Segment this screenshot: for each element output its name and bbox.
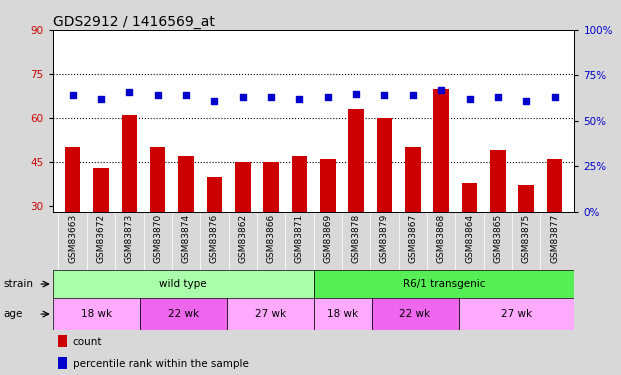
Bar [405, 147, 420, 294]
Text: GSM83876: GSM83876 [210, 214, 219, 263]
Text: age: age [3, 309, 22, 319]
Bar [263, 162, 279, 294]
Text: GSM83866: GSM83866 [266, 214, 276, 263]
Text: percentile rank within the sample: percentile rank within the sample [73, 358, 248, 369]
Point [96, 96, 106, 102]
Bar [122, 115, 137, 294]
Point [209, 98, 219, 104]
Text: 22 wk: 22 wk [399, 309, 430, 319]
Point [238, 94, 248, 100]
Bar [371, 298, 458, 330]
Point [408, 93, 418, 99]
Point [465, 96, 474, 102]
Bar [93, 168, 109, 294]
Bar [58, 335, 68, 347]
Text: strain: strain [3, 279, 33, 289]
Text: GSM83862: GSM83862 [238, 214, 247, 263]
Bar [433, 88, 449, 294]
Text: GDS2912 / 1416569_at: GDS2912 / 1416569_at [53, 15, 215, 29]
Text: 27 wk: 27 wk [501, 309, 532, 319]
Bar [227, 298, 314, 330]
Bar [58, 357, 68, 369]
Point [550, 94, 560, 100]
Point [124, 89, 134, 95]
Bar [314, 298, 371, 330]
Point [153, 93, 163, 99]
Point [436, 87, 446, 93]
Text: GSM83663: GSM83663 [68, 214, 77, 263]
Bar [458, 298, 574, 330]
Text: GSM83868: GSM83868 [437, 214, 446, 263]
Text: 22 wk: 22 wk [168, 309, 199, 319]
Bar [462, 183, 478, 294]
Text: 18 wk: 18 wk [81, 309, 112, 319]
Text: GSM83878: GSM83878 [351, 214, 361, 263]
Text: 18 wk: 18 wk [327, 309, 358, 319]
Text: GSM83867: GSM83867 [409, 214, 417, 263]
Bar [53, 270, 314, 298]
Bar [490, 150, 505, 294]
Point [266, 94, 276, 100]
Text: R6/1 transgenic: R6/1 transgenic [403, 279, 485, 289]
Point [294, 96, 304, 102]
Text: GSM83875: GSM83875 [522, 214, 531, 263]
Point [181, 93, 191, 99]
Text: GSM83871: GSM83871 [295, 214, 304, 263]
Point [521, 98, 531, 104]
Bar [320, 159, 335, 294]
Text: GSM83865: GSM83865 [493, 214, 502, 263]
Text: wild type: wild type [160, 279, 207, 289]
Bar [292, 156, 307, 294]
Point [323, 94, 333, 100]
Text: GSM83877: GSM83877 [550, 214, 559, 263]
Point [68, 93, 78, 99]
Bar [140, 298, 227, 330]
Point [493, 94, 503, 100]
Bar [53, 298, 140, 330]
Text: GSM83879: GSM83879 [380, 214, 389, 263]
Bar [150, 147, 165, 294]
Point [379, 93, 389, 99]
Bar [546, 159, 563, 294]
Bar [65, 147, 81, 294]
Text: GSM83869: GSM83869 [324, 214, 332, 263]
Text: GSM83873: GSM83873 [125, 214, 134, 263]
Text: GSM83864: GSM83864 [465, 214, 474, 263]
Bar [178, 156, 194, 294]
Bar [314, 270, 574, 298]
Text: 27 wk: 27 wk [255, 309, 286, 319]
Text: GSM83870: GSM83870 [153, 214, 162, 263]
Bar [377, 118, 392, 294]
Bar [207, 177, 222, 294]
Bar [519, 186, 534, 294]
Bar [348, 109, 364, 294]
Bar [235, 162, 250, 294]
Text: count: count [73, 337, 102, 347]
Point [351, 91, 361, 97]
Text: GSM83874: GSM83874 [181, 214, 191, 263]
Text: GSM83672: GSM83672 [96, 214, 106, 263]
